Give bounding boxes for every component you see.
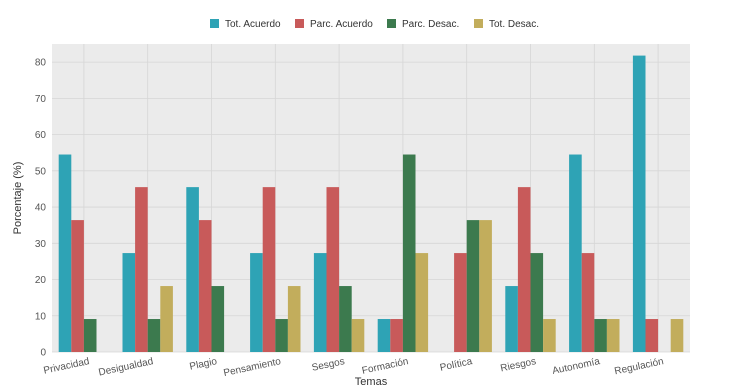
x-tick-label-riesgos: Riesgos bbox=[499, 356, 537, 374]
legend-swatch-tot-desac bbox=[474, 19, 483, 28]
legend-label-tot-desac: Tot. Desac. bbox=[489, 19, 539, 30]
bar-tot-acuerdo-formacion bbox=[377, 319, 391, 352]
bar-parc-desac-formacion bbox=[402, 154, 416, 352]
bar-parc-acuerdo-desigualdad bbox=[135, 187, 148, 352]
bar-tot-desac-politica bbox=[479, 220, 492, 352]
x-tick-label-formacion: Formación bbox=[361, 356, 410, 377]
bar-parc-desac-sesgos bbox=[339, 286, 352, 352]
bar-tot-desac-desigualdad bbox=[160, 286, 173, 352]
y-tick-label: 50 bbox=[35, 166, 47, 177]
x-tick-label-regulacion: Regulación bbox=[613, 356, 664, 377]
bar-tot-desac-autonomia bbox=[606, 319, 620, 352]
bar-tot-acuerdo-regulacion bbox=[632, 55, 646, 352]
x-tick-label-sesgos: Sesgos bbox=[311, 356, 346, 374]
x-tick-labels: Privacidad Desigualdad Plagio Pensamiento Se… bbox=[43, 356, 665, 379]
legend-label-parc-desac: Parc. Desac. bbox=[402, 19, 459, 30]
x-tick-label-plagio: Plagio bbox=[189, 356, 219, 373]
y-tick-label: 20 bbox=[35, 275, 47, 286]
bar-parc-desac-riesgos bbox=[530, 253, 544, 352]
x-axis-title: Temas bbox=[355, 376, 388, 388]
y-tick-label: 40 bbox=[35, 203, 47, 214]
bar-tot-desac-pensamiento bbox=[287, 286, 301, 352]
bar-tot-desac-riesgos bbox=[543, 319, 556, 352]
legend: Tot. Acuerdo Parc. Acuerdo Parc. Desac. Tot… bbox=[210, 19, 539, 30]
legend-label-parc-acuerdo: Parc. Acuerdo bbox=[310, 19, 373, 30]
bar-tot-acuerdo-plagio bbox=[186, 187, 199, 352]
bar-parc-desac-autonomia bbox=[594, 319, 607, 352]
x-tick-label-politica: Política bbox=[439, 356, 474, 374]
bar-parc-desac-politica bbox=[466, 220, 480, 352]
x-tick-label-autonomia: Autonomía bbox=[551, 356, 601, 377]
y-tick-labels: 0 10 20 30 40 50 60 70 80 bbox=[35, 58, 47, 359]
bar-parc-desac-desigualdad bbox=[147, 319, 161, 352]
y-tick-label: 60 bbox=[35, 130, 47, 141]
y-tick-label: 30 bbox=[35, 239, 47, 250]
legend-swatch-tot-acuerdo bbox=[210, 19, 219, 28]
bar-tot-acuerdo-privacidad bbox=[58, 154, 72, 352]
bar-tot-desac-regulacion bbox=[670, 319, 684, 352]
y-tick-label: 70 bbox=[35, 94, 47, 105]
bar-parc-acuerdo-autonomia bbox=[581, 253, 595, 352]
bars bbox=[58, 55, 684, 352]
bar-tot-acuerdo-desigualdad bbox=[122, 253, 136, 352]
bar-parc-acuerdo-privacidad bbox=[71, 220, 84, 352]
bar-tot-acuerdo-autonomia bbox=[569, 154, 582, 352]
bar-parc-acuerdo-politica bbox=[454, 253, 467, 352]
bar-parc-acuerdo-pensamiento bbox=[262, 187, 276, 352]
legend-label-tot-acuerdo: Tot. Acuerdo bbox=[225, 19, 281, 30]
y-tick-label: 0 bbox=[40, 348, 46, 359]
bar-parc-acuerdo-sesgos bbox=[326, 187, 340, 352]
y-axis-title: Porcentaje (%) bbox=[12, 162, 24, 235]
bar-parc-acuerdo-riesgos bbox=[517, 187, 531, 352]
bar-parc-acuerdo-regulacion bbox=[645, 319, 659, 352]
bar-parc-desac-plagio bbox=[211, 286, 225, 352]
bar-tot-acuerdo-sesgos bbox=[313, 253, 327, 352]
bar-parc-desac-privacidad bbox=[83, 319, 97, 352]
bar-parc-desac-pensamiento bbox=[275, 319, 288, 352]
x-tick-label-pensamiento: Pensamiento bbox=[223, 356, 283, 379]
y-tick-label: 10 bbox=[35, 311, 47, 322]
bar-tot-acuerdo-pensamiento bbox=[250, 253, 263, 352]
bar-tot-desac-formacion bbox=[415, 253, 429, 352]
x-tick-label-privacidad: Privacidad bbox=[43, 356, 91, 376]
bar-tot-acuerdo-riesgos bbox=[505, 286, 518, 352]
bar-tot-desac-sesgos bbox=[351, 319, 365, 352]
bar-parc-acuerdo-plagio bbox=[198, 220, 212, 352]
y-tick-label: 80 bbox=[35, 58, 47, 69]
legend-swatch-parc-desac bbox=[387, 19, 396, 28]
x-tick-label-desigualdad: Desigualdad bbox=[98, 356, 155, 378]
legend-swatch-parc-acuerdo bbox=[295, 19, 304, 28]
bar-parc-acuerdo-formacion bbox=[390, 319, 403, 352]
